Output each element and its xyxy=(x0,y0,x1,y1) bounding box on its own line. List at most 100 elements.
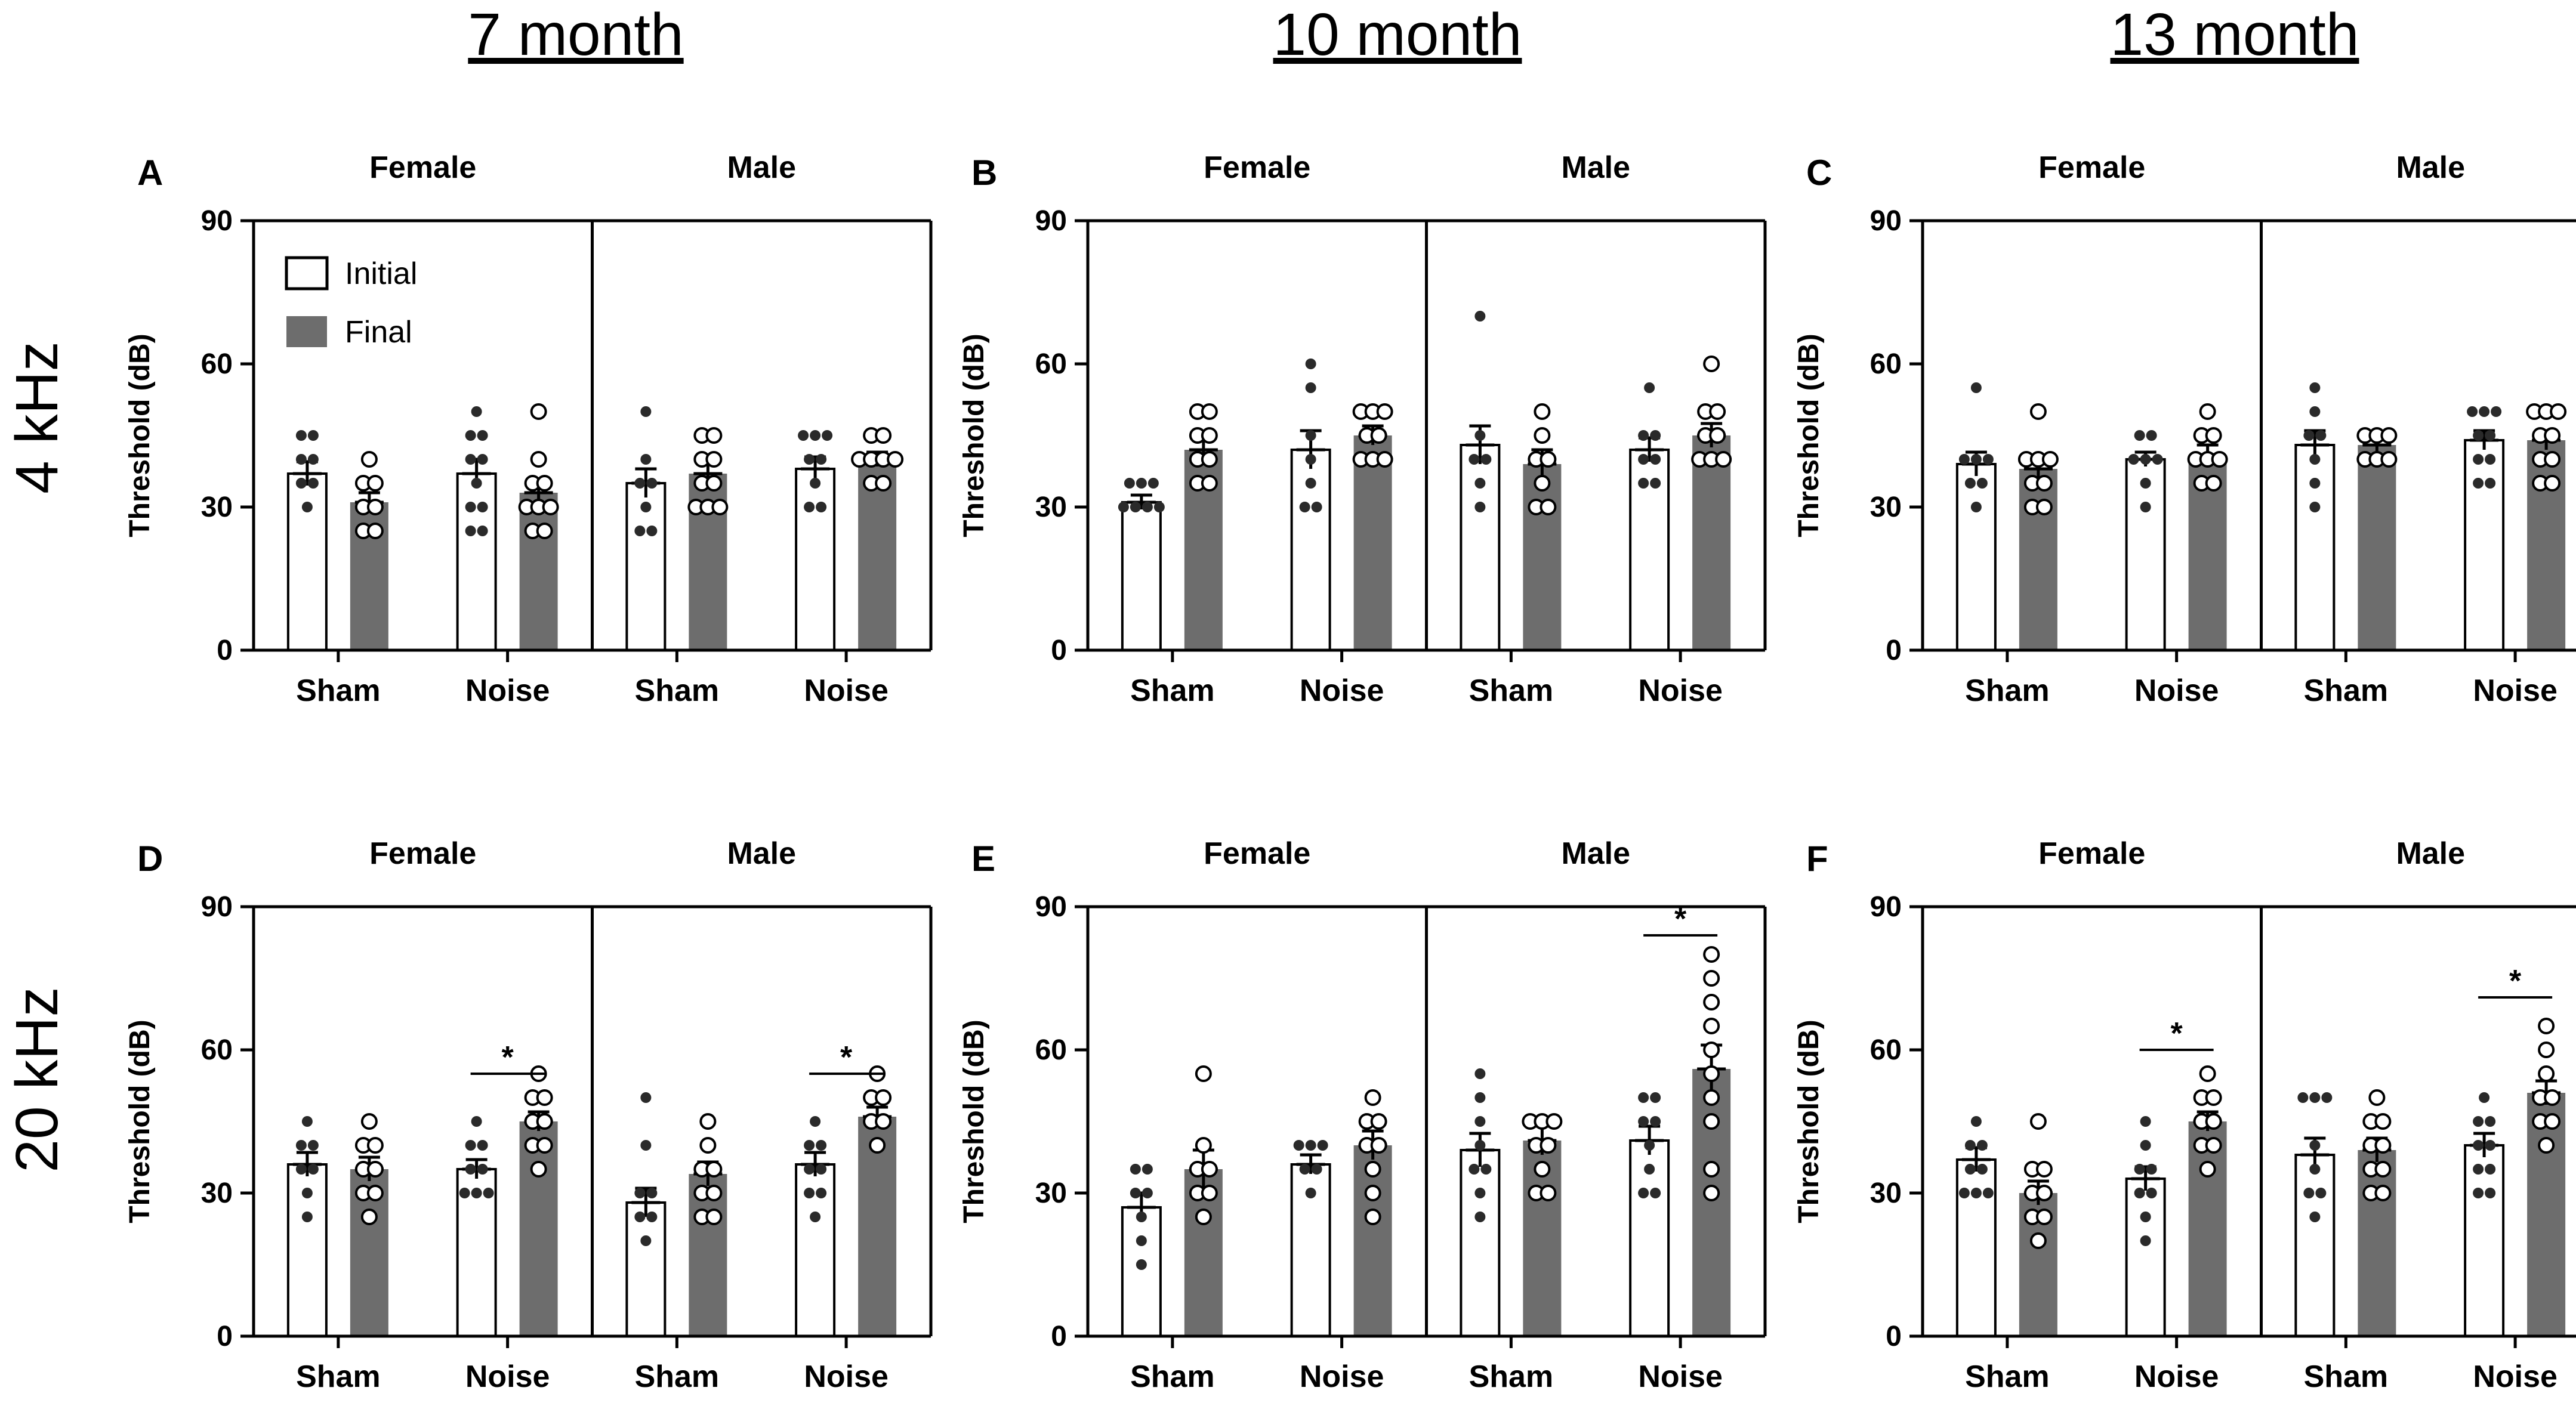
y-tick-label: 60 xyxy=(1035,348,1067,380)
initial-bar xyxy=(2294,1154,2336,1337)
initial-data-point xyxy=(2485,1140,2496,1151)
initial-data-point xyxy=(2134,1188,2145,1198)
initial-data-point xyxy=(1638,1188,1649,1198)
final-data-point xyxy=(2380,451,2398,468)
panel-letter: B xyxy=(971,153,997,193)
initial-data-point xyxy=(2309,478,2321,489)
final-data-point xyxy=(2374,1137,2392,1154)
y-axis-title: Threshold (dB) xyxy=(1793,333,1825,537)
initial-data-point xyxy=(307,1164,319,1175)
initial-data-point xyxy=(2485,430,2496,441)
final-data-point xyxy=(360,1209,378,1225)
y-tick-label: 90 xyxy=(201,205,233,237)
final-bar xyxy=(350,502,388,650)
initial-bar xyxy=(625,482,667,651)
y-tick-label: 30 xyxy=(1035,492,1067,523)
initial-data-point xyxy=(804,454,815,465)
initial-data-point xyxy=(634,526,646,536)
final-data-point xyxy=(1201,1161,1218,1178)
initial-data-point xyxy=(1118,502,1129,512)
y-tick-label: 30 xyxy=(1870,492,1902,523)
initial-bar xyxy=(795,1163,836,1337)
x-tick-label-sham: Sham xyxy=(2304,673,2389,708)
y-axis-title: Threshold (dB) xyxy=(124,333,156,537)
final-data-point xyxy=(366,1185,384,1201)
initial-data-point xyxy=(2473,1164,2484,1175)
significance-star: * xyxy=(2171,1016,2183,1051)
initial-data-point xyxy=(1964,1140,1976,1151)
initial-data-point xyxy=(1958,1188,1970,1198)
final-data-point xyxy=(2538,1065,2555,1082)
initial-data-point xyxy=(1136,1235,1147,1246)
final-data-point xyxy=(1201,427,1218,444)
sex-label-female: Female xyxy=(369,150,476,185)
initial-data-point xyxy=(640,406,652,417)
x-tick-label-noise: Noise xyxy=(1638,673,1723,708)
final-data-point xyxy=(1540,1185,1557,1201)
initial-data-point xyxy=(2309,1140,2321,1151)
x-tick-label-sham: Sham xyxy=(296,673,381,708)
final-bar xyxy=(2527,440,2566,650)
legend-final-label: Final xyxy=(345,315,412,350)
y-tick-label: 90 xyxy=(1035,205,1067,237)
initial-data-point xyxy=(640,1092,652,1103)
final-data-point xyxy=(2374,1113,2392,1130)
final-data-point xyxy=(1703,994,1720,1010)
initial-data-point xyxy=(1136,1259,1147,1270)
final-data-point xyxy=(1376,451,1393,468)
sex-label-female: Female xyxy=(369,836,476,871)
initial-bar xyxy=(1629,449,1670,651)
initial-data-point xyxy=(471,1188,482,1198)
initial-bar xyxy=(1460,1149,1501,1337)
final-data-point xyxy=(2544,475,2561,492)
initial-bar xyxy=(2464,1144,2505,1337)
final-data-point xyxy=(1703,970,1720,987)
final-data-point xyxy=(875,475,892,492)
final-data-point xyxy=(1201,475,1218,492)
y-tick-label: 90 xyxy=(201,891,233,923)
initial-data-point xyxy=(1474,1116,1486,1127)
initial-data-point xyxy=(1970,1188,1982,1198)
initial-data-point xyxy=(1474,311,1486,322)
final-data-point xyxy=(2368,1089,2386,1106)
y-tick-label: 30 xyxy=(201,1178,233,1209)
final-data-point xyxy=(2029,1232,2047,1249)
x-tick-label-sham: Sham xyxy=(2304,1359,2389,1394)
final-data-point xyxy=(1370,1137,1387,1154)
final-bar xyxy=(519,493,558,650)
initial-data-point xyxy=(1469,1164,1480,1175)
initial-data-point xyxy=(1305,382,1316,393)
initial-data-point xyxy=(459,1188,470,1198)
y-axis-title: Threshold (dB) xyxy=(958,1019,990,1223)
sex-label-female: Female xyxy=(2038,150,2145,185)
final-bar xyxy=(2527,1093,2566,1336)
initial-data-point xyxy=(2140,1212,2151,1222)
panel-c: C Female Male Threshold (dB) 0 30 60 90 Sham Nois… xyxy=(1793,150,2576,708)
panel-e: E Female Male Threshold (dB) 0 30 60 90 Sham Nois… xyxy=(958,836,1767,1394)
final-data-point xyxy=(2550,403,2567,420)
initial-data-point xyxy=(465,430,476,441)
y-tick-label: 60 xyxy=(201,348,233,380)
initial-data-point xyxy=(477,1140,488,1151)
initial-bar xyxy=(456,472,497,651)
initial-data-point xyxy=(1650,1188,1661,1198)
initial-data-point xyxy=(646,478,658,489)
initial-bar xyxy=(2294,444,2336,651)
initial-data-point xyxy=(2140,478,2151,489)
initial-data-point xyxy=(1650,1116,1661,1127)
initial-data-point xyxy=(465,526,476,536)
initial-data-point xyxy=(1976,478,1988,489)
initial-data-point xyxy=(1970,454,1982,465)
initial-data-point xyxy=(1136,478,1147,489)
initial-data-point xyxy=(471,406,482,417)
initial-data-point xyxy=(477,454,488,465)
initial-data-point xyxy=(465,454,476,465)
initial-data-point xyxy=(1480,1164,1492,1175)
final-data-point xyxy=(1715,451,1732,468)
initial-data-point xyxy=(2303,1188,2315,1198)
initial-bar xyxy=(286,472,328,651)
initial-data-point xyxy=(1650,1092,1661,1103)
initial-data-point xyxy=(1638,1116,1649,1127)
final-data-point xyxy=(1540,1137,1557,1154)
